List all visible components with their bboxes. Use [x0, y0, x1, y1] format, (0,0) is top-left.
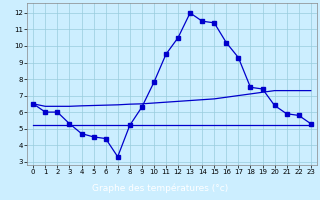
Text: Graphe des températures (°c): Graphe des températures (°c): [92, 184, 228, 193]
